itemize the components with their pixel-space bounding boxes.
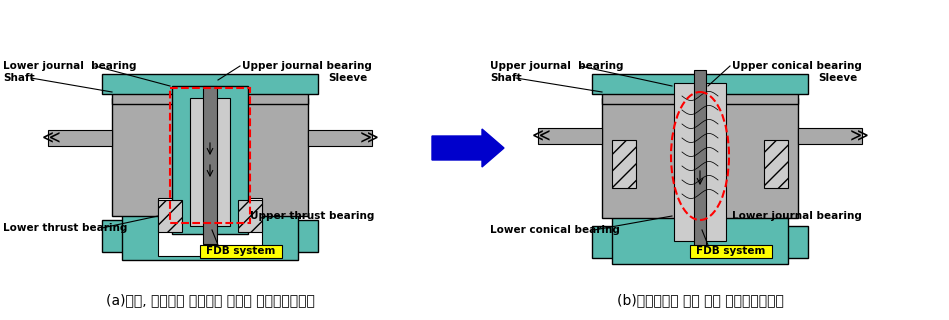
Bar bbox=[200, 245, 282, 258]
Bar bbox=[612, 196, 788, 264]
Text: Sleeve: Sleeve bbox=[818, 73, 857, 83]
FancyArrow shape bbox=[432, 129, 504, 167]
Bar bbox=[308, 130, 372, 146]
Text: FDB system: FDB system bbox=[697, 246, 766, 256]
Bar bbox=[102, 220, 318, 252]
Bar bbox=[592, 226, 808, 258]
Bar bbox=[764, 140, 788, 188]
Bar bbox=[170, 88, 250, 223]
Bar bbox=[798, 128, 862, 144]
Bar bbox=[602, 98, 798, 218]
Text: Upper journal bearing: Upper journal bearing bbox=[242, 61, 372, 71]
Bar bbox=[112, 98, 308, 216]
Text: Shaft: Shaft bbox=[490, 73, 522, 83]
Bar bbox=[203, 86, 217, 244]
Text: Upper thrust bearing: Upper thrust bearing bbox=[250, 211, 374, 221]
Bar bbox=[538, 128, 602, 144]
Text: Upper journal  bearing: Upper journal bearing bbox=[490, 61, 623, 71]
Text: Lower journal  bearing: Lower journal bearing bbox=[3, 61, 137, 71]
Text: Lower journal bearing: Lower journal bearing bbox=[732, 211, 862, 221]
Text: (a)저널, 스러스트 베어링이 연성된 유체동압베어링: (a)저널, 스러스트 베어링이 연성된 유체동압베어링 bbox=[105, 293, 314, 307]
Bar bbox=[602, 80, 798, 104]
Text: (b)고정축계의 공면 구조 유체동압베어링: (b)고정축계의 공면 구조 유체동압베어링 bbox=[617, 293, 784, 307]
Bar bbox=[694, 70, 706, 255]
Bar bbox=[158, 198, 262, 256]
Text: Shaft: Shaft bbox=[3, 73, 34, 83]
Text: Sleeve: Sleeve bbox=[328, 73, 367, 83]
Bar bbox=[112, 80, 308, 104]
Bar bbox=[102, 74, 318, 94]
Text: FDB system: FDB system bbox=[206, 246, 276, 256]
Bar bbox=[690, 245, 772, 258]
Bar bbox=[172, 86, 248, 234]
Bar bbox=[158, 200, 182, 232]
Text: Upper conical bearing: Upper conical bearing bbox=[732, 61, 862, 71]
Text: ≫: ≫ bbox=[360, 129, 379, 147]
Bar bbox=[122, 198, 298, 260]
Bar bbox=[674, 83, 726, 241]
Text: Lower conical bearing: Lower conical bearing bbox=[490, 225, 620, 235]
Bar bbox=[592, 74, 808, 94]
Bar bbox=[190, 98, 230, 226]
Text: ≫: ≫ bbox=[849, 127, 868, 145]
Bar bbox=[238, 200, 262, 232]
Text: ≪: ≪ bbox=[42, 129, 61, 147]
Text: ≪: ≪ bbox=[531, 127, 550, 145]
Text: Lower thrust bearing: Lower thrust bearing bbox=[3, 223, 127, 233]
Bar bbox=[48, 130, 112, 146]
Bar bbox=[612, 140, 636, 188]
